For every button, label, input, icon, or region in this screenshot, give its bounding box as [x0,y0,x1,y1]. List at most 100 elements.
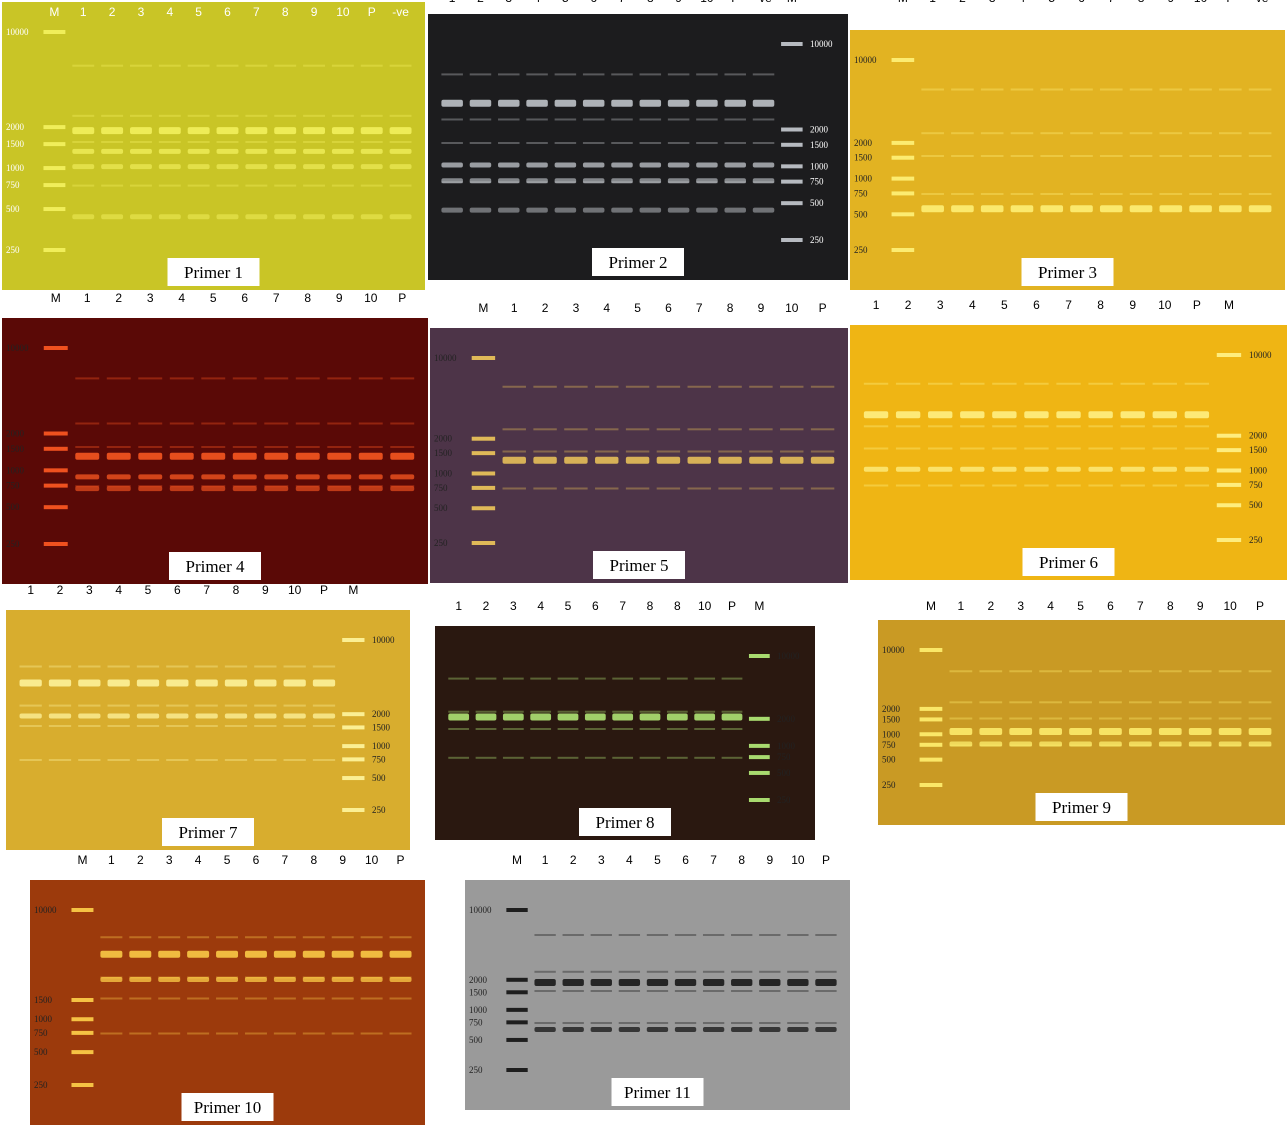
faint-band [1100,132,1123,134]
ladder-band [506,1068,527,1072]
faint-band [441,142,463,144]
faint-band [640,142,662,144]
lane-label: 10 [791,853,805,867]
faint-band [749,386,772,388]
lane-label: M [478,301,488,315]
marker-size-label: 500 [469,1035,483,1045]
faint-band [107,377,131,379]
lane-label: 7 [1137,599,1144,613]
dna-band [703,979,724,986]
dna-band [1130,205,1153,212]
dna-band [696,208,718,213]
faint-band [896,383,920,385]
faint-band [1069,670,1092,672]
ladder-band [43,207,65,211]
faint-band [166,705,188,707]
gel-panel: M12345678910P10000200015001000750500250P… [430,301,848,583]
lane-label: 4 [537,599,544,613]
faint-band [1219,89,1242,91]
lane-label: 10 [288,583,302,597]
ladder-band [342,757,364,761]
faint-band [668,118,690,120]
marker-size-label: 750 [372,754,386,764]
faint-band [503,428,526,430]
lane-label: 3 [573,301,580,315]
lane-label: 5 [565,599,572,613]
faint-band [470,73,492,75]
faint-band [722,711,743,713]
faint-band [332,115,354,117]
faint-band [1249,132,1272,134]
dna-band [201,474,225,479]
ladder-band [892,156,915,160]
faint-band [595,428,618,430]
ladder-band [44,542,68,546]
faint-band [951,132,974,134]
faint-band [526,73,548,75]
dna-band [928,411,952,418]
ladder-band [892,191,915,195]
faint-band [476,711,497,713]
caption: Primer 6 [1039,553,1098,572]
dna-band [626,457,649,464]
dna-band [526,208,548,213]
faint-band [703,971,724,973]
lane-label: 6 [1078,0,1085,5]
faint-band [1121,425,1145,427]
faint-band [296,485,320,487]
faint-band [787,934,808,936]
faint-band [1069,745,1092,747]
lane-label: 4 [1019,0,1026,5]
faint-band [591,934,612,936]
dna-band [1088,411,1112,418]
faint-band [201,422,225,424]
caption: Primer 4 [185,557,245,576]
faint-band [170,377,194,379]
faint-band [448,711,469,713]
dna-band [101,127,123,134]
faint-band [530,757,551,759]
faint-band [170,446,194,448]
dna-band [441,208,463,213]
faint-band [1189,132,1212,134]
faint-band [233,422,257,424]
faint-band [390,446,414,448]
dna-band [78,714,100,719]
faint-band [921,132,944,134]
faint-band [703,934,724,936]
faint-band [595,386,618,388]
dna-band [313,680,335,687]
dna-band [1189,205,1212,212]
faint-band [245,936,267,938]
caption: Primer 9 [1052,798,1111,817]
marker-size-label: 10000 [6,27,29,37]
dna-band [950,728,973,735]
ladder-band [920,648,943,652]
faint-band [688,488,711,490]
dna-band [722,713,743,720]
faint-band [688,451,711,453]
faint-band [359,377,383,379]
dna-band [390,474,414,479]
faint-band [928,383,952,385]
faint-band [441,181,463,183]
dna-band [78,680,100,687]
dna-band [951,205,974,212]
faint-band [101,65,123,67]
dna-band [1070,205,1093,212]
faint-band [75,377,99,379]
dna-band [1056,411,1080,418]
lane-label: 6 [241,291,248,305]
lane-label: 8 [1138,0,1145,5]
faint-band [530,728,551,730]
ladder-band [781,128,803,132]
lane-label: P [728,599,736,613]
faint-band [390,422,414,424]
dna-band [534,979,555,986]
faint-band [233,446,257,448]
faint-band [159,115,181,117]
lane-label: 8 [1097,298,1104,312]
ladder-band [342,744,364,748]
marker-size-label: 250 [469,1065,483,1075]
ladder-band [472,486,495,490]
